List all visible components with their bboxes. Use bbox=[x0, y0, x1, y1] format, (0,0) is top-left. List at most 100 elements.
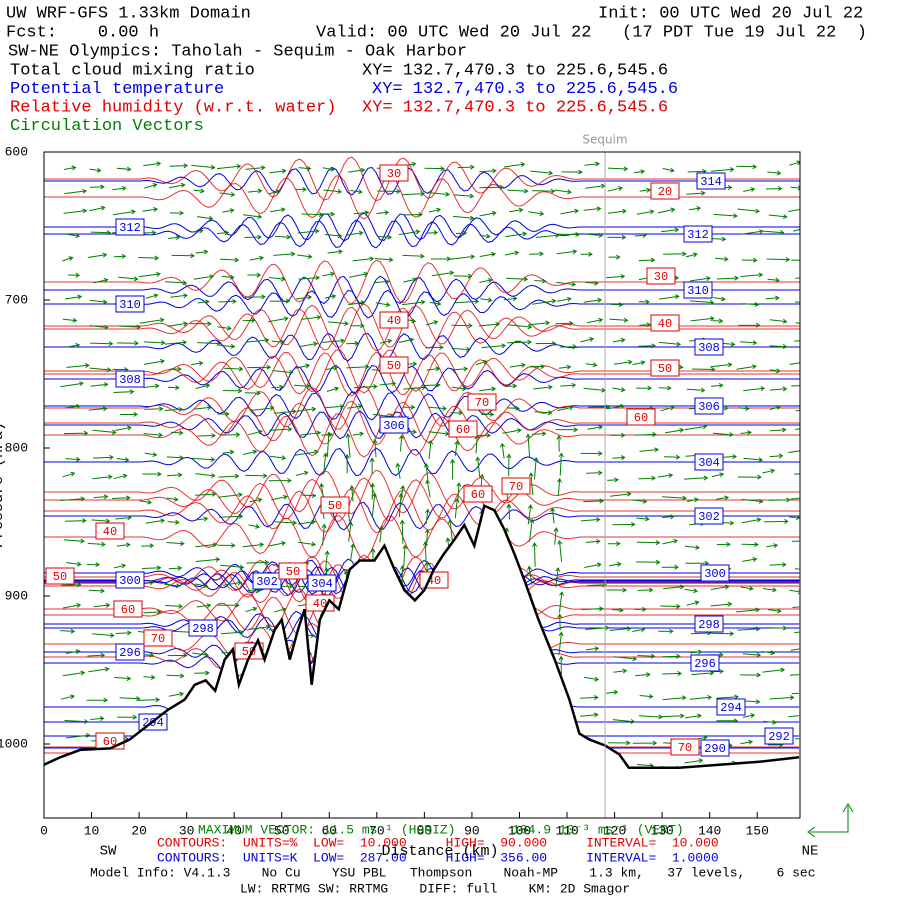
wind-vector bbox=[424, 166, 445, 172]
rh-contour bbox=[44, 413, 800, 458]
wind-vector bbox=[169, 163, 189, 169]
wind-vector bbox=[322, 211, 336, 217]
wind-vector bbox=[788, 206, 800, 212]
wind-vector bbox=[791, 258, 800, 264]
wind-vector bbox=[222, 388, 243, 394]
wind-vector bbox=[613, 668, 628, 674]
x-tick-label: 110 bbox=[555, 823, 578, 838]
wind-vector bbox=[711, 472, 725, 478]
wind-vector bbox=[608, 254, 621, 260]
wind-vector bbox=[295, 294, 313, 300]
contour-label: 308 bbox=[698, 341, 720, 355]
wind-vector bbox=[345, 433, 351, 458]
contour-label-box bbox=[650, 314, 680, 332]
wind-vector bbox=[504, 162, 526, 168]
field-list: Total cloud mixing ratio XY= 132.7,470.3 … bbox=[10, 61, 678, 136]
wind-vector bbox=[585, 538, 601, 544]
wind-vector bbox=[659, 341, 682, 347]
wind-vector bbox=[425, 508, 430, 525]
wind-vector bbox=[478, 321, 501, 327]
wind-vector bbox=[245, 606, 258, 613]
wind-vector bbox=[684, 758, 704, 764]
wind-vector bbox=[638, 714, 664, 720]
wind-vector bbox=[295, 363, 311, 369]
wind-vector bbox=[686, 497, 699, 503]
wind-vector bbox=[65, 456, 81, 462]
wind-vector bbox=[272, 369, 294, 375]
wind-vector bbox=[793, 226, 800, 232]
wind-vector bbox=[369, 457, 375, 475]
wind-vector bbox=[479, 184, 505, 190]
wind-vector bbox=[638, 343, 657, 349]
wind-vector bbox=[269, 168, 287, 174]
wind-vector bbox=[88, 666, 110, 673]
contour-label-box bbox=[700, 564, 730, 582]
wind-vector bbox=[244, 234, 262, 240]
wind-vector bbox=[454, 497, 460, 519]
wind-vector bbox=[296, 406, 317, 412]
wind-vector bbox=[477, 432, 492, 438]
contour-label: 50 bbox=[658, 362, 672, 376]
wind-vector bbox=[379, 338, 393, 344]
wind-vector bbox=[426, 366, 441, 372]
wind-vector bbox=[62, 471, 76, 478]
wind-vector bbox=[195, 383, 211, 389]
contour-label-box bbox=[463, 485, 493, 503]
wind-vector bbox=[428, 439, 434, 459]
wind-vector bbox=[609, 561, 622, 567]
wind-vector bbox=[767, 170, 782, 176]
wind-vector bbox=[171, 253, 195, 259]
wind-vector bbox=[115, 630, 132, 636]
wind-vector bbox=[139, 317, 165, 324]
wind-vector bbox=[60, 694, 75, 700]
wind-vector bbox=[142, 207, 159, 212]
wind-vector bbox=[222, 449, 235, 455]
wind-vector bbox=[710, 584, 730, 590]
wind-vector bbox=[217, 602, 240, 608]
model-info: Model Info: V4.1.3 No Cu YSU PBL Thompso… bbox=[90, 865, 816, 880]
x-tick-label: 80 bbox=[417, 823, 433, 838]
wind-vector bbox=[583, 206, 602, 212]
wind-vector bbox=[167, 385, 180, 391]
wind-vector bbox=[222, 208, 235, 214]
wind-vector bbox=[92, 429, 117, 435]
wind-vector bbox=[635, 385, 652, 391]
rh-contour bbox=[44, 477, 800, 522]
wind-vector bbox=[611, 607, 624, 613]
wind-vector bbox=[739, 340, 758, 346]
wind-vector bbox=[113, 389, 135, 395]
wind-vector bbox=[742, 713, 756, 719]
wind-vector bbox=[219, 343, 236, 349]
contour-label-box bbox=[650, 359, 680, 377]
wind-vector bbox=[663, 251, 687, 257]
wind-vector bbox=[769, 562, 787, 568]
wind-vector bbox=[60, 628, 76, 634]
wind-vector bbox=[89, 205, 106, 212]
wind-vector bbox=[607, 404, 625, 410]
contour-label: 20 bbox=[658, 185, 672, 199]
wind-vector bbox=[247, 364, 272, 370]
wind-vector bbox=[740, 272, 764, 278]
wind-vector bbox=[88, 406, 108, 412]
wind-vector bbox=[454, 193, 475, 199]
wind-vector bbox=[475, 359, 488, 366]
contour-label-box bbox=[646, 267, 676, 285]
wind-vector bbox=[245, 337, 270, 343]
wind-vector bbox=[164, 406, 184, 412]
wind-vector bbox=[167, 652, 188, 658]
wind-vector bbox=[451, 323, 473, 329]
rh-contour bbox=[44, 156, 800, 202]
contour-label-box bbox=[115, 218, 145, 236]
wind-vector bbox=[218, 298, 237, 304]
theta-contour bbox=[44, 166, 800, 196]
terrain bbox=[43, 503, 800, 769]
section-name: SW-NE Olympics: Taholah - Sequim - Oak H… bbox=[8, 42, 467, 61]
wind-vector bbox=[555, 427, 579, 433]
wind-vector bbox=[89, 367, 112, 373]
wind-vector bbox=[295, 186, 307, 192]
wind-vector bbox=[217, 411, 230, 417]
wind-vector bbox=[660, 227, 680, 233]
wind-vector bbox=[690, 276, 711, 282]
contour-label: 70 bbox=[475, 396, 489, 410]
wind-vector bbox=[349, 484, 355, 502]
